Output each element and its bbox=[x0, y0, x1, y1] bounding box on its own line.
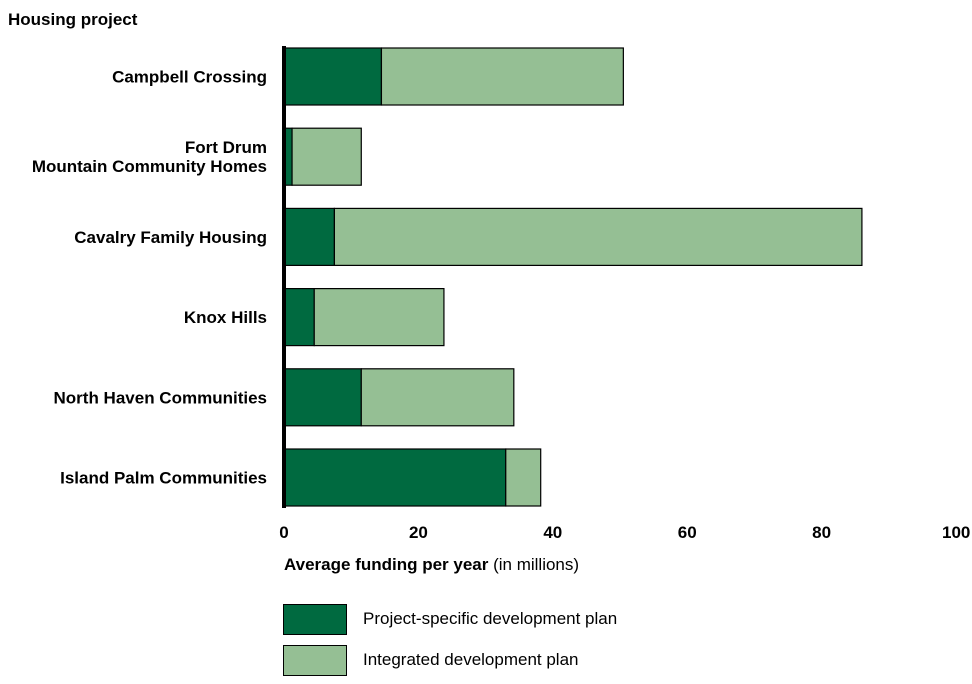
bar-project-specific-3 bbox=[283, 288, 315, 347]
legend-label-integrated: Integrated development plan bbox=[363, 650, 579, 669]
bar-integrated-1 bbox=[291, 127, 362, 186]
bar-integrated-2 bbox=[333, 207, 863, 266]
x-axis-title-unit: (in millions) bbox=[488, 555, 580, 574]
legend-swatch-project-specific bbox=[283, 603, 347, 635]
x-axis-title-bold: Average funding per year bbox=[284, 555, 489, 574]
legend: Project-specific development plan Integr… bbox=[283, 602, 617, 684]
category-label: Campbell Crossing bbox=[112, 68, 267, 87]
category-label: North Haven Communities bbox=[54, 388, 267, 407]
legend-label-project-specific: Project-specific development plan bbox=[363, 609, 618, 628]
x-tick-label: 80 bbox=[812, 523, 831, 542]
x-tick-label: 100 bbox=[942, 523, 970, 542]
bar-integrated-0 bbox=[380, 47, 624, 106]
bar-integrated-4 bbox=[360, 368, 515, 427]
legend-item-integrated: Integrated development plan bbox=[283, 643, 617, 677]
x-tick-label: 60 bbox=[678, 523, 697, 542]
bar-project-specific-2 bbox=[283, 207, 336, 266]
x-axis-title: Average funding per year (in millions) bbox=[284, 555, 579, 575]
bar-project-specific-5 bbox=[283, 448, 507, 507]
x-tick-label: 20 bbox=[409, 523, 428, 542]
category-label: Mountain Community Homes bbox=[32, 157, 267, 176]
bar-project-specific-4 bbox=[283, 368, 362, 427]
category-label: Fort Drum bbox=[185, 138, 267, 157]
category-label: Knox Hills bbox=[184, 308, 267, 327]
legend-item-project-specific: Project-specific development plan bbox=[283, 602, 617, 636]
bar-integrated-5 bbox=[505, 448, 542, 507]
x-tick-label: 0 bbox=[279, 523, 288, 542]
bar-integrated-3 bbox=[313, 288, 445, 347]
bar-project-specific-0 bbox=[283, 47, 383, 106]
category-label: Island Palm Communities bbox=[60, 469, 267, 488]
y-axis-title: Housing project bbox=[8, 10, 138, 29]
x-tick-label: 40 bbox=[543, 523, 562, 542]
category-label: Cavalry Family Housing bbox=[74, 228, 267, 247]
legend-swatch-integrated bbox=[283, 644, 347, 676]
